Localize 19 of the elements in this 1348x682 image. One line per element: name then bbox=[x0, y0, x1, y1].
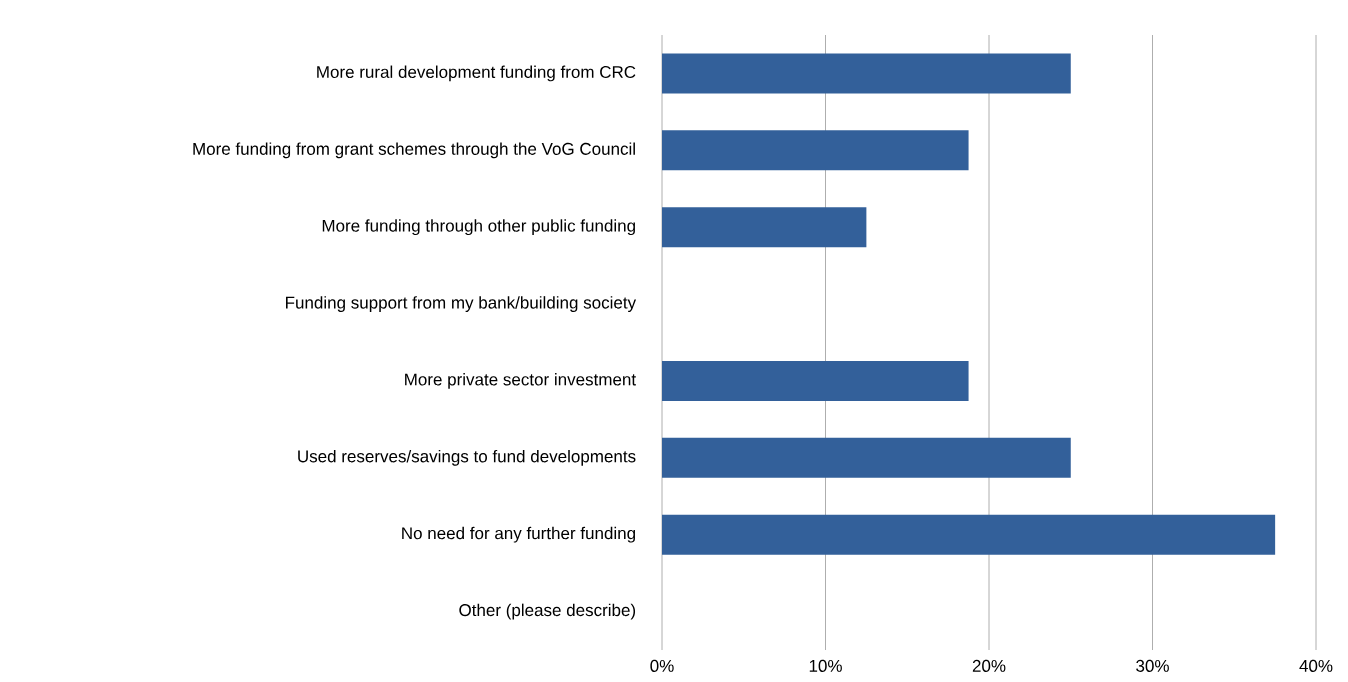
y-tick-label: More rural development funding from CRC bbox=[317, 65, 636, 82]
bar bbox=[662, 207, 867, 248]
bar bbox=[662, 360, 969, 401]
x-tick-label: 40% bbox=[1299, 659, 1333, 672]
y-tick-label: More funding through other public funding bbox=[322, 219, 635, 236]
bar bbox=[662, 514, 1276, 555]
y-tick-label: More funding from grant schemes through the VoG Council bbox=[193, 142, 635, 159]
y-tick-label: More private sector investment bbox=[405, 373, 636, 389]
y-tick-label: No need for any further funding bbox=[402, 526, 635, 543]
y-tick-label: Funding support from my bank/building society bbox=[286, 296, 637, 312]
x-tick-label: 0% bbox=[650, 659, 674, 672]
y-tick-label: Other (please describe) bbox=[459, 603, 636, 620]
y-tick-label: Used reserves/savings to fund developments bbox=[298, 449, 636, 466]
x-tick-label: 20% bbox=[972, 659, 1006, 672]
bar bbox=[662, 437, 1071, 478]
x-tick-label: 30% bbox=[1136, 659, 1169, 672]
bar bbox=[662, 53, 1071, 94]
bar bbox=[662, 130, 969, 171]
x-tick-label: 10% bbox=[809, 659, 842, 672]
